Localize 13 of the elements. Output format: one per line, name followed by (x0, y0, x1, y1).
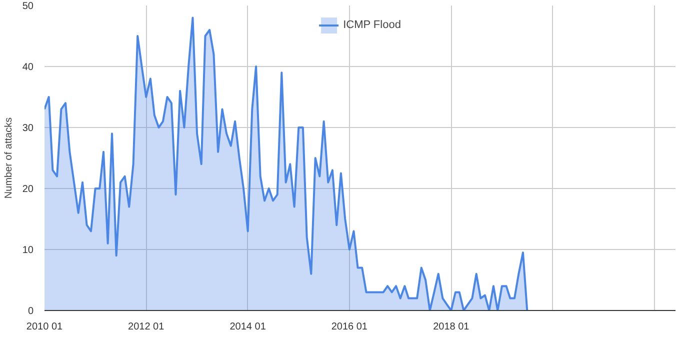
x-tick-label: 2016 01 (331, 322, 368, 332)
x-tick-label: 2010 01 (26, 322, 64, 332)
y-axis-title: Number of attacks (3, 117, 14, 199)
y-tick-label: 40 (22, 62, 34, 73)
x-tick-label: 2012 01 (128, 322, 165, 332)
y-tick-label: 50 (22, 1, 34, 12)
y-tick-label: 30 (22, 123, 34, 134)
x-tick-label: 2018 01 (433, 322, 470, 332)
y-tick-label: 20 (22, 184, 34, 195)
legend-label: ICMP Flood (343, 19, 401, 31)
y-tick-label: 10 (22, 245, 34, 256)
x-tick-label: 2014 01 (230, 322, 266, 332)
y-tick-label: 0 (28, 306, 34, 317)
